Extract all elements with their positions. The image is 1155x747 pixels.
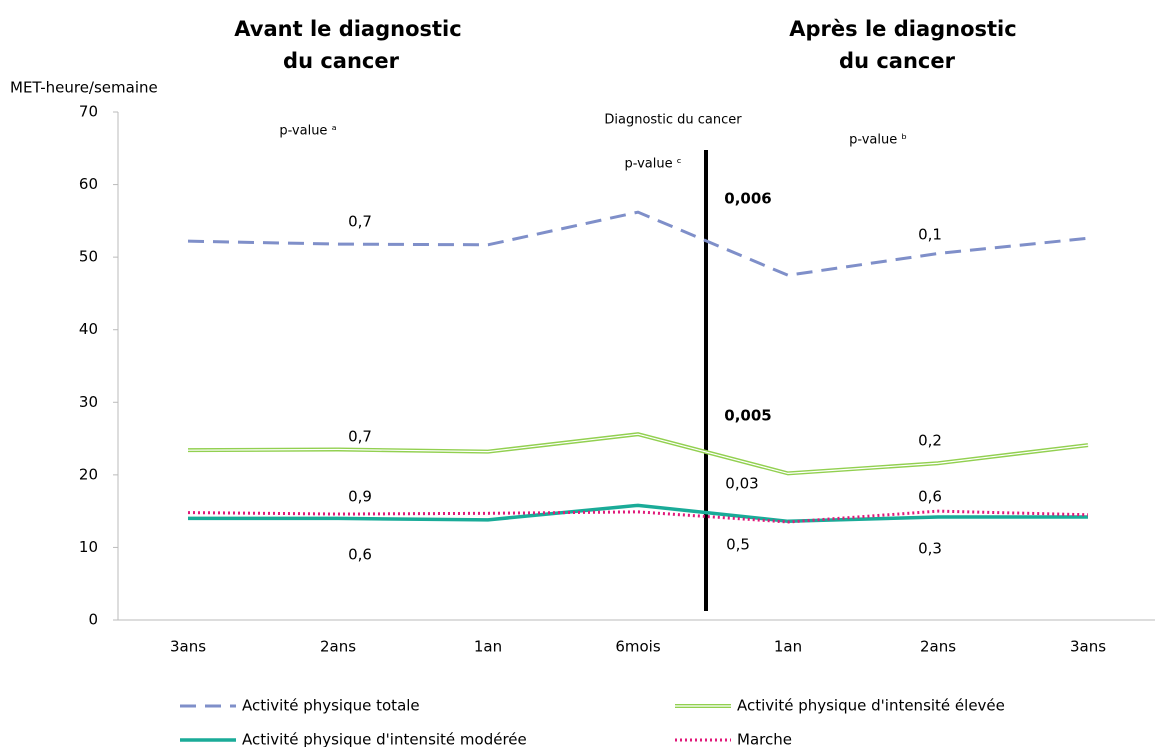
legend-label: Activité physique d'intensité modérée xyxy=(242,731,527,747)
x-tick-label: 6mois xyxy=(615,638,661,656)
y-tick-label: 50 xyxy=(79,248,98,266)
x-tick-label: 3ans xyxy=(170,638,206,656)
annotation: 0,03 xyxy=(725,475,758,493)
y-tick-label: 0 xyxy=(88,611,98,629)
y-tick-label: 60 xyxy=(79,175,98,193)
annotation: Diagnostic du cancer xyxy=(604,113,742,128)
annotation: 0,9 xyxy=(348,488,372,506)
legend-label: Activité physique totale xyxy=(242,697,420,715)
legend-label: Marche xyxy=(737,731,792,747)
title-right-1: Après le diagnostic xyxy=(789,17,1016,41)
y-tick-label: 30 xyxy=(79,393,98,411)
title-left-2: du cancer xyxy=(283,49,400,73)
annotation: p-value ᵇ xyxy=(849,133,907,148)
annotation: 0,7 xyxy=(348,428,372,446)
y-axis-label: MET-heure/semaine xyxy=(10,79,158,97)
y-tick-label: 10 xyxy=(79,538,98,556)
series-line xyxy=(187,432,1089,476)
annotation: 0,5 xyxy=(726,536,750,554)
y-tick-label: 20 xyxy=(79,465,98,483)
annotation: 0,2 xyxy=(918,432,942,450)
series-line xyxy=(188,503,1088,524)
annotation: 0,6 xyxy=(918,488,942,506)
annotation: 0,1 xyxy=(918,226,942,244)
annotation: 0,7 xyxy=(348,213,372,231)
annotation: p-value ᵃ xyxy=(279,124,336,139)
x-tick-label: 2ans xyxy=(320,638,356,656)
series-line-inner xyxy=(187,433,1089,475)
annotation: p-value ᶜ xyxy=(624,157,681,172)
series-line xyxy=(187,509,1089,524)
x-tick-label: 1an xyxy=(774,638,802,656)
title-left-1: Avant le diagnostic xyxy=(234,17,461,41)
x-tick-label: 2ans xyxy=(920,638,956,656)
legend-label: Activité physique d'intensité élevée xyxy=(737,697,1005,715)
annotation: 0,006 xyxy=(724,190,771,208)
x-tick-label: 3ans xyxy=(1070,638,1106,656)
annotation: 0,3 xyxy=(918,540,942,558)
annotation: 0,6 xyxy=(348,546,372,564)
series-line xyxy=(187,210,1089,277)
x-tick-label: 1an xyxy=(474,638,502,656)
y-tick-label: 40 xyxy=(79,320,98,338)
y-tick-label: 70 xyxy=(79,103,98,121)
title-right-2: du cancer xyxy=(839,49,956,73)
annotation: 0,005 xyxy=(724,407,771,425)
